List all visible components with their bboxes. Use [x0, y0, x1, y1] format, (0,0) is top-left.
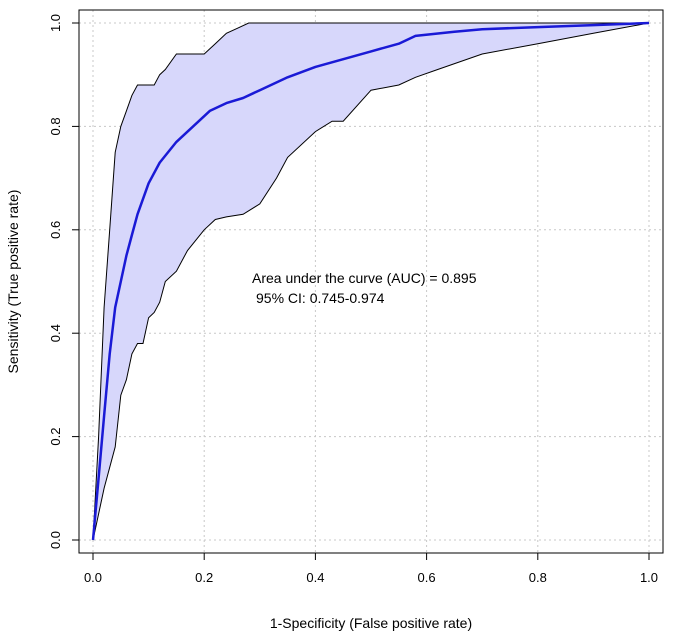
y-tick-label: 1.0	[48, 14, 63, 32]
ci-annotation: 95% CI: 0.745-0.974	[256, 290, 385, 306]
x-tick-label: 0.0	[84, 570, 102, 585]
y-tick-label: 0.2	[48, 428, 63, 446]
x-tick-label: 1.0	[640, 570, 658, 585]
y-tick-label: 0.8	[48, 117, 63, 135]
roc-curve	[91, 21, 650, 541]
y-tick-label: 0.0	[48, 531, 63, 549]
x-axis: 0.0 0.2 0.4 0.6 0.8 1.0	[84, 552, 658, 585]
y-axis-title: Sensitivity (True positive rate)	[5, 190, 21, 374]
x-tick-label: 0.8	[529, 570, 547, 585]
y-tick-label: 0.6	[48, 221, 63, 239]
auc-annotation: Area under the curve (AUC) = 0.895	[252, 270, 477, 286]
x-tick-label: 0.2	[195, 570, 213, 585]
x-tick-label: 0.6	[418, 570, 436, 585]
ci-lower-line	[92, 22, 650, 541]
ci-band	[93, 23, 649, 540]
x-axis-title: 1-Specificity (False positive rate)	[270, 615, 472, 631]
y-axis: 0.0 0.2 0.4 0.6 0.8 1.0	[48, 14, 80, 549]
ci-upper-line	[92, 22, 649, 541]
x-tick-label: 0.4	[306, 570, 324, 585]
y-tick-label: 0.4	[48, 324, 63, 342]
